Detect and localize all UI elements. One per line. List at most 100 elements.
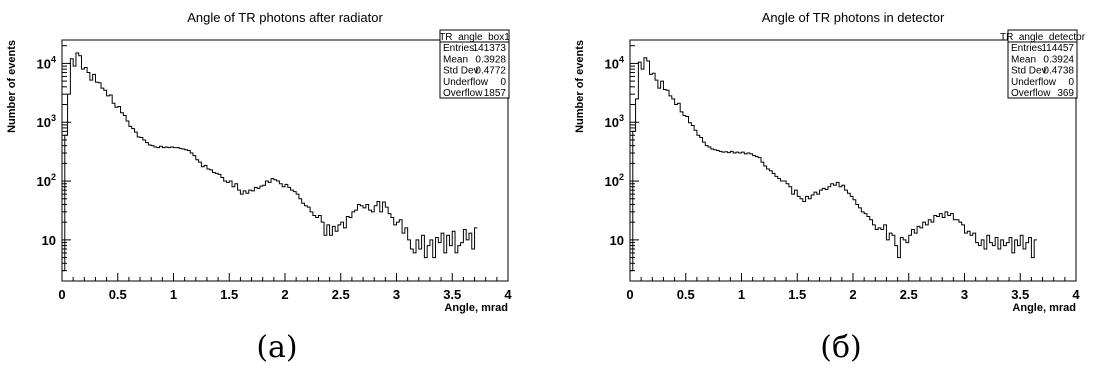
stats-row-value: 1857 — [484, 88, 507, 99]
histogram-bin — [1017, 246, 1020, 281]
histogram-bin — [711, 149, 714, 281]
histogram-bin — [112, 103, 115, 281]
histogram-bin — [965, 233, 968, 281]
histogram-bin — [833, 185, 836, 281]
y-tick-label: 104 — [605, 54, 624, 71]
stats-row-label: Overflow — [1011, 88, 1051, 99]
histogram-bin — [252, 191, 255, 281]
histogram-bin — [831, 184, 834, 281]
caption-b: (б) — [820, 330, 862, 365]
histogram-bin — [399, 220, 402, 281]
histogram-bin — [427, 246, 430, 281]
histogram-bin — [884, 225, 887, 281]
stats-row-value: 0.4738 — [1043, 66, 1074, 77]
histogram-bin — [934, 215, 937, 281]
histogram-bin — [68, 94, 71, 281]
histogram-bin — [137, 137, 140, 281]
y-tick-base: 10 — [605, 56, 619, 71]
x-tick-label: 1.5 — [788, 287, 806, 302]
histogram-bin — [702, 142, 705, 281]
histogram-bin — [753, 156, 756, 281]
histogram-bin — [360, 206, 363, 281]
histogram-bin — [419, 249, 422, 281]
y-tick-label: 102 — [37, 172, 56, 189]
histogram-bin — [822, 188, 825, 281]
x-tick-label: 0.5 — [677, 287, 695, 302]
histogram-bin — [377, 201, 380, 281]
histogram-bin — [162, 148, 165, 281]
histogram-bin — [243, 191, 246, 281]
y-tick-exponent: 4 — [51, 54, 56, 64]
histogram-panel-a: Angle of TR photons after radiator 0 0.5 1 1… — [0, 0, 545, 328]
histogram-bin — [238, 190, 241, 281]
histogram-bin — [215, 173, 218, 281]
histogram-bin — [789, 187, 792, 281]
histogram-bin — [803, 201, 806, 281]
y-tick-exponent: 3 — [619, 113, 624, 123]
histogram-bin — [321, 222, 324, 281]
y-tick-base: 10 — [42, 233, 56, 248]
histogram-bin — [767, 169, 770, 281]
histogram-bin — [781, 181, 784, 281]
histogram-bin — [870, 220, 873, 281]
histogram-bin — [689, 123, 692, 281]
histogram-bin — [405, 228, 408, 281]
x-tick-label: 2.5 — [332, 287, 350, 302]
histogram-bin — [778, 179, 781, 281]
histogram-bin — [455, 253, 458, 281]
histogram-bin — [101, 88, 104, 281]
histogram-bin — [397, 222, 400, 281]
x-tick-label: 3 — [393, 287, 400, 302]
histogram-bin — [828, 187, 831, 281]
histogram-bin — [797, 196, 800, 281]
histogram-bin — [341, 222, 344, 281]
x-tick-label: 1 — [738, 287, 745, 302]
histogram-bin — [847, 193, 850, 281]
histogram-bin — [327, 225, 330, 281]
x-tick-label: 4 — [1072, 287, 1080, 302]
y-tick-label: 103 — [605, 113, 624, 130]
histogram-bin — [917, 226, 920, 281]
histogram-bin — [761, 162, 764, 281]
histogram-bin — [987, 235, 990, 281]
histogram-bin — [951, 214, 954, 281]
histogram-bin — [694, 130, 697, 281]
histogram-bin — [151, 146, 154, 281]
histogram-bin — [444, 253, 447, 281]
y-tick-label: 103 — [37, 113, 56, 130]
stats-row-label: Entries — [1011, 43, 1042, 54]
histogram-bin — [808, 199, 811, 281]
histogram-bin — [93, 74, 96, 281]
histogram-bin — [850, 196, 853, 281]
histogram-bin — [472, 249, 475, 281]
histogram-bin — [422, 235, 425, 281]
histogram-panel-b: Angle of TR photons in detector 0 0.5 1 1.5 2… — [568, 0, 1113, 328]
histogram-bin — [307, 207, 310, 281]
histogram-bin — [344, 228, 347, 281]
histogram-bin — [859, 208, 862, 281]
histogram-bin — [700, 138, 703, 281]
y-tick-exponent: 2 — [619, 172, 624, 182]
histogram-bin — [416, 240, 419, 281]
histogram-bin — [736, 152, 739, 281]
histogram-bin — [160, 146, 163, 281]
histogram-bin — [1001, 240, 1004, 281]
histogram-bin — [410, 249, 413, 281]
stats-row-label: Std Dev — [1011, 66, 1047, 77]
histogram-bin — [786, 184, 789, 281]
histogram-chart-a: Angle of TR photons after radiator 0 0.5 1 1… — [6, 10, 512, 314]
histogram-bin — [978, 246, 981, 281]
histogram-bin — [330, 235, 333, 281]
histogram-bin — [845, 190, 848, 281]
histogram-bin — [998, 249, 1001, 281]
histogram-bin — [285, 184, 288, 281]
x-tick-label: 0 — [58, 287, 65, 302]
histogram-bin — [447, 235, 450, 281]
histogram-bin — [775, 176, 778, 281]
histogram-bin — [820, 190, 823, 281]
histogram-bin — [126, 121, 129, 281]
stats-box — [1007, 29, 1078, 99]
histogram-bin — [1023, 249, 1026, 281]
histogram-bin — [705, 146, 708, 281]
histogram-bin — [196, 160, 199, 281]
